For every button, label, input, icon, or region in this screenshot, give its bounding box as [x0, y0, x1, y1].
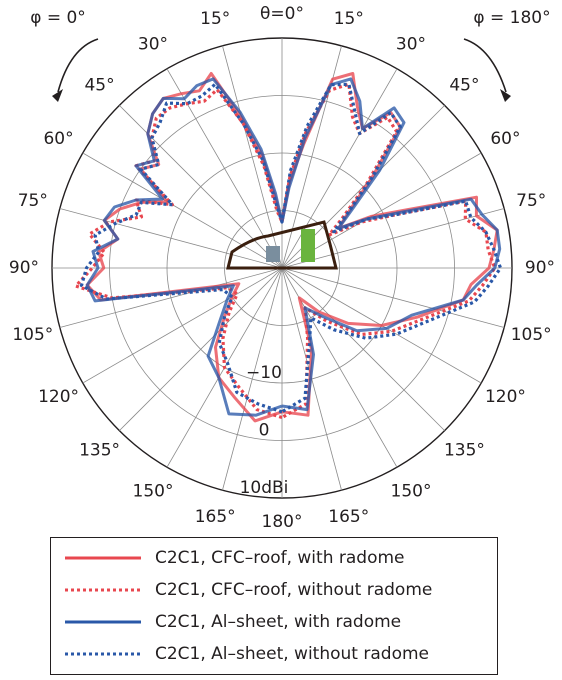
- series-line-1: [74, 82, 497, 420]
- polar-chart: θ=0° 15° 30° 45° 60° 75° 90° 105° 120° 135° 150° 16…: [9, 4, 555, 532]
- legend-label: C2C1, Al–sheet, without radome: [155, 644, 429, 664]
- angle-label-right: 90°: [525, 258, 555, 278]
- grid-spoke: [59, 208, 283, 269]
- angle-label-left: 30°: [138, 35, 168, 55]
- angle-label-left: 15°: [200, 9, 230, 29]
- angle-label-right: 60°: [490, 129, 520, 149]
- angle-label-right: 150°: [391, 481, 432, 501]
- grid-spoke: [59, 267, 283, 328]
- grid-spoke: [281, 267, 505, 328]
- grid-spoke: [82, 267, 283, 384]
- angle-label-left: 45°: [84, 76, 114, 96]
- rotation-arrows: [52, 38, 511, 102]
- grid-spoke: [281, 208, 505, 269]
- angle-label-left: 60°: [43, 129, 73, 149]
- grid-spoke: [222, 45, 283, 269]
- grid-spoke: [119, 105, 283, 269]
- radial-tick-label: −10: [246, 363, 282, 383]
- grid-spoke: [82, 152, 283, 269]
- angle-label-bottom: 180°: [262, 512, 303, 532]
- green-block-icon: [301, 229, 315, 262]
- angle-label-right: 75°: [516, 191, 546, 211]
- series-line-3: [79, 82, 503, 414]
- antenna-block-icon: [266, 246, 280, 262]
- legend-item: C2C1, Al–sheet, without radome: [63, 640, 429, 668]
- angle-label-left: 135°: [79, 440, 120, 460]
- legend-item: C2C1, Al–sheet, with radome: [63, 608, 401, 636]
- grid-spoke: [119, 267, 283, 431]
- series-layer: [74, 72, 503, 423]
- legend-swatch: [65, 652, 141, 656]
- grid-spoke: [222, 267, 283, 491]
- legend-swatch: [65, 556, 141, 560]
- angle-label-left: 90°: [9, 258, 39, 278]
- angle-label-top: θ=0°: [260, 4, 304, 24]
- angle-label-right: 30°: [396, 35, 426, 55]
- arrow-head-right-icon: [500, 89, 511, 102]
- grid-spoke: [281, 152, 482, 269]
- radial-tick-label: 0: [259, 421, 270, 441]
- angle-label-left: 75°: [18, 191, 48, 211]
- angle-label-left: 120°: [38, 387, 79, 407]
- series-line-2: [85, 77, 502, 417]
- angle-label-right: 105°: [511, 325, 552, 345]
- radial-tick-label: 10dBi: [240, 478, 289, 498]
- car-inset-icon: [226, 220, 338, 270]
- legend-swatch: [65, 588, 141, 592]
- legend: C2C1, CFC–roof, with radome C2C1, CFC–roo…: [50, 537, 498, 675]
- angle-label-right: 45°: [449, 76, 479, 96]
- legend-item: C2C1, CFC–roof, with radome: [63, 544, 405, 572]
- angle-label-right: 15°: [334, 9, 364, 29]
- legend-label: C2C1, CFC–roof, without radome: [155, 580, 433, 600]
- legend-label: C2C1, CFC–roof, with radome: [155, 548, 405, 568]
- grid-spoke: [281, 267, 445, 431]
- legend-item: C2C1, CFC–roof, without radome: [63, 576, 432, 604]
- legend-label: C2C1, Al–sheet, with radome: [155, 612, 402, 632]
- grid-spoke: [166, 68, 283, 269]
- angle-label-left: 165°: [195, 507, 236, 527]
- angle-label-right: 165°: [328, 507, 369, 527]
- angle-label-right: 120°: [485, 387, 526, 407]
- angle-label-right: 135°: [444, 440, 485, 460]
- legend-swatch: [65, 620, 141, 624]
- angle-label-left: 105°: [12, 325, 53, 345]
- arrow-head-left-icon: [52, 89, 63, 102]
- angle-label-left: 150°: [133, 481, 174, 501]
- phi-left-label: φ = 0°: [30, 8, 86, 28]
- phi-right-label: φ = 180°: [473, 8, 550, 28]
